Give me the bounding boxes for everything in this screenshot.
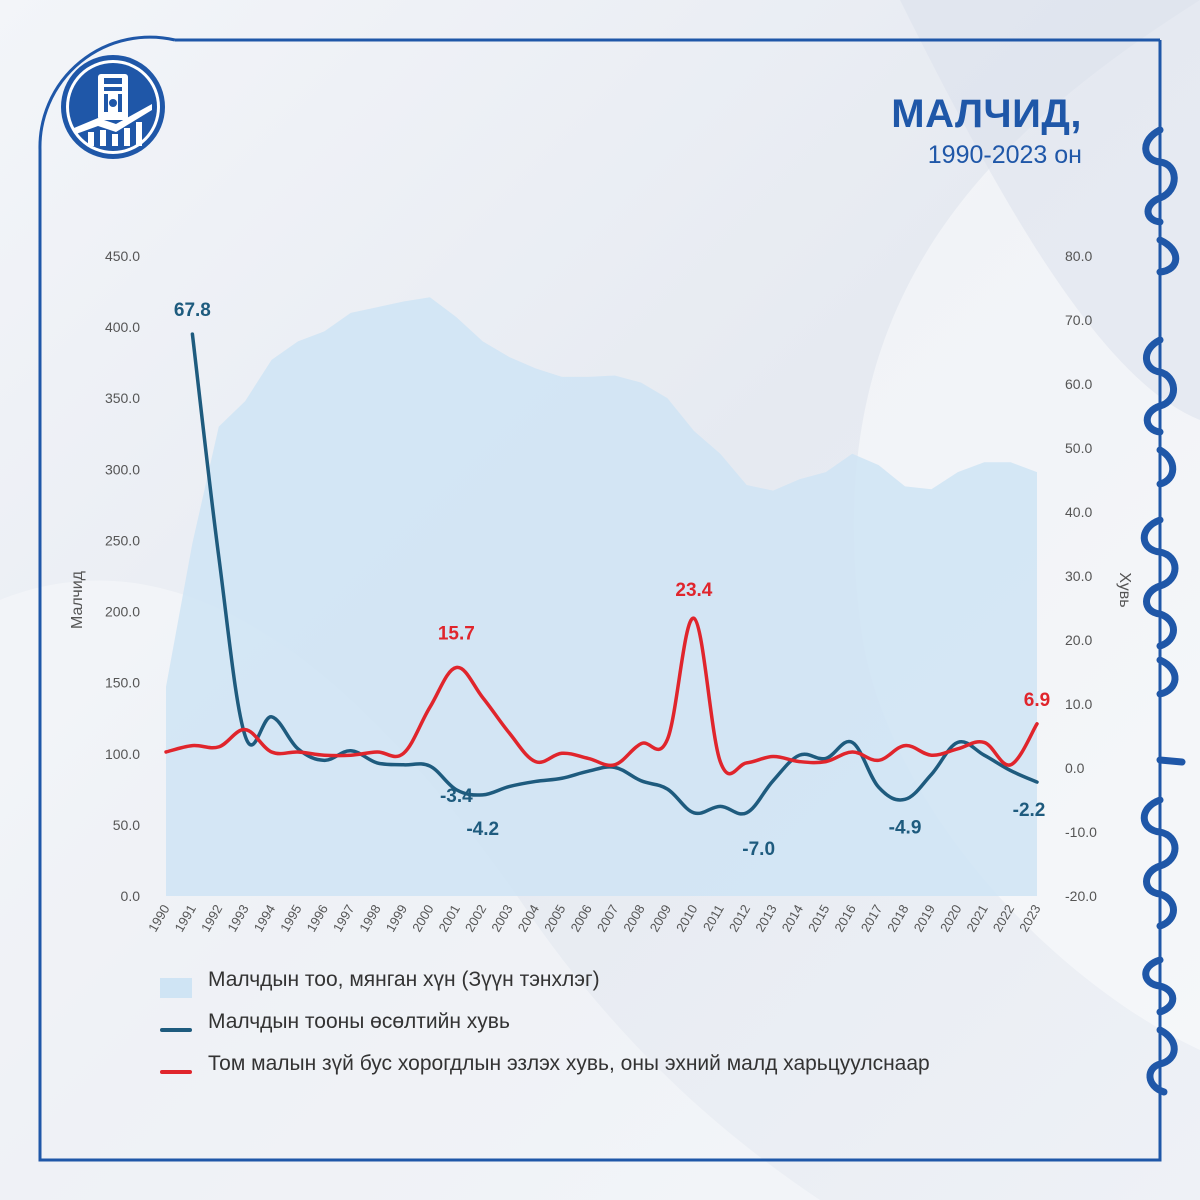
x-tick-label: 2017 xyxy=(858,902,885,935)
x-tick-label: 2008 xyxy=(620,902,647,935)
y2-tick-label: 50.0 xyxy=(1065,440,1092,456)
y2-tick-label: 10.0 xyxy=(1065,696,1092,712)
data-label: -3.4 xyxy=(440,786,473,807)
x-tick-label: 2009 xyxy=(647,902,674,935)
x-tick-label: 2019 xyxy=(911,902,938,935)
frame-border xyxy=(38,35,176,151)
left-axis: 0.0 50.0 100.0 150.0 200.0 250.0 300.0 350.0 400… xyxy=(105,248,140,904)
x-axis: 1990199119921993199419951996199719981999… xyxy=(145,902,1043,935)
y-tick-label: 250.0 xyxy=(105,532,140,548)
y2-tick-label: 70.0 xyxy=(1065,312,1092,328)
mongolian-script-decoration xyxy=(1140,118,1186,1100)
y-tick-label: 350.0 xyxy=(105,390,140,406)
y2-tick-label: 80.0 xyxy=(1065,248,1092,264)
y-axis-label: Малчид xyxy=(69,570,86,629)
legend-label: Малчдын тоо, мянган хүн (Зүүн тэнхлэг) xyxy=(208,968,600,991)
x-tick-label: 2014 xyxy=(779,902,806,935)
line-series-loss xyxy=(164,616,1039,776)
y-tick-label: 150.0 xyxy=(105,675,140,691)
x-tick-label: 2004 xyxy=(515,902,542,935)
decorative-wave xyxy=(900,0,1200,420)
y2-tick-label: 20.0 xyxy=(1065,632,1092,648)
y-tick-label: 300.0 xyxy=(105,461,140,477)
x-tick-label: 2010 xyxy=(673,902,700,935)
x-tick-label: 1999 xyxy=(383,902,410,935)
x-tick-label: 2016 xyxy=(831,902,858,935)
data-label: -7.0 xyxy=(742,839,775,860)
y2-tick-label: -20.0 xyxy=(1065,888,1097,904)
x-tick-label: 2022 xyxy=(990,902,1017,935)
chart-subtitle: 1990-2023 он xyxy=(927,141,1082,169)
legend-label: Малчдын тооны өсөлтийн хувь xyxy=(208,1010,510,1033)
x-tick-label: 1993 xyxy=(224,902,251,935)
title-block: МАЛЧИД, 1990-2023 он xyxy=(891,92,1082,170)
x-tick-label: 2001 xyxy=(435,902,462,935)
y2-tick-label: 30.0 xyxy=(1065,568,1092,584)
x-tick-label: 2012 xyxy=(726,902,753,935)
y2-tick-label: 60.0 xyxy=(1065,376,1092,392)
legend-swatch-growth xyxy=(160,1028,192,1032)
data-label: -4.2 xyxy=(466,819,499,840)
data-label: 23.4 xyxy=(675,580,712,601)
area-series-herders xyxy=(166,297,1037,896)
x-tick-label: 2015 xyxy=(805,902,832,935)
x-tick-label: 1997 xyxy=(330,902,357,935)
right-axis: -20.0 -10.0 0.0 10.0 20.0 30.0 40.0 50.0 60.0 70.… xyxy=(1065,248,1097,904)
x-tick-label: 2011 xyxy=(700,902,727,934)
y2-tick-label: 40.0 xyxy=(1065,504,1092,520)
lines-layer xyxy=(164,332,1039,816)
area-layer xyxy=(166,297,1037,896)
y-tick-label: 100.0 xyxy=(105,746,140,762)
y-tick-label: 0.0 xyxy=(121,888,141,904)
x-tick-label: 2007 xyxy=(594,902,621,935)
x-tick-label: 2020 xyxy=(937,902,964,935)
y-tick-label: 50.0 xyxy=(113,817,140,833)
y2-tick-label: -10.0 xyxy=(1065,824,1097,840)
data-labels: 67.8 -3.4 -4.2 -7.0 -4.9 -2.2 15.7 23.4 6.9 xyxy=(174,300,1050,860)
x-tick-label: 1992 xyxy=(198,902,225,935)
x-tick-label: 1994 xyxy=(251,902,278,935)
y-tick-label: 450.0 xyxy=(105,248,140,264)
x-tick-label: 2023 xyxy=(1016,902,1043,935)
y-tick-label: 400.0 xyxy=(105,319,140,335)
x-tick-label: 1995 xyxy=(277,902,304,935)
x-tick-label: 2018 xyxy=(884,902,911,935)
data-label: 15.7 xyxy=(438,624,475,645)
data-label: -4.9 xyxy=(889,817,922,838)
line-series-growth xyxy=(190,332,1039,816)
legend-swatch-area xyxy=(160,978,192,998)
y-tick-label: 200.0 xyxy=(105,604,140,620)
legend-swatch-loss xyxy=(160,1070,192,1074)
legend-label: Том малын зүй бус хорогдлын эзлэх хувь, … xyxy=(208,1052,930,1075)
x-tick-label: 1996 xyxy=(304,902,331,935)
data-label: 6.9 xyxy=(1024,690,1050,711)
x-tick-label: 2002 xyxy=(462,902,489,935)
x-tick-label: 2006 xyxy=(567,902,594,935)
y2-tick-label: 0.0 xyxy=(1065,760,1085,776)
x-tick-label: 2003 xyxy=(488,902,515,935)
x-tick-label: 2000 xyxy=(409,902,436,935)
x-tick-label: 1998 xyxy=(356,902,383,935)
data-label: 67.8 xyxy=(174,300,211,321)
x-tick-label: 1990 xyxy=(145,902,172,935)
x-tick-label: 2021 xyxy=(963,902,990,935)
y2-axis-label: Хувь xyxy=(1116,572,1133,607)
chart-title: МАЛЧИД, xyxy=(891,92,1082,136)
state-emblem-logo-icon xyxy=(61,55,165,159)
x-tick-label: 1991 xyxy=(172,902,199,935)
x-tick-label: 2013 xyxy=(752,902,779,935)
data-label: -2.2 xyxy=(1013,800,1046,821)
x-tick-label: 2005 xyxy=(541,902,568,935)
